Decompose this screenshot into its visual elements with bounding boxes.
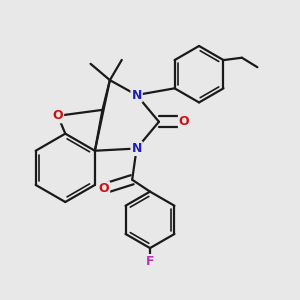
Text: F: F bbox=[146, 255, 154, 268]
Text: O: O bbox=[99, 182, 109, 195]
Text: N: N bbox=[131, 142, 142, 155]
Text: N: N bbox=[131, 88, 142, 101]
Text: O: O bbox=[52, 109, 63, 122]
Text: O: O bbox=[179, 115, 190, 128]
